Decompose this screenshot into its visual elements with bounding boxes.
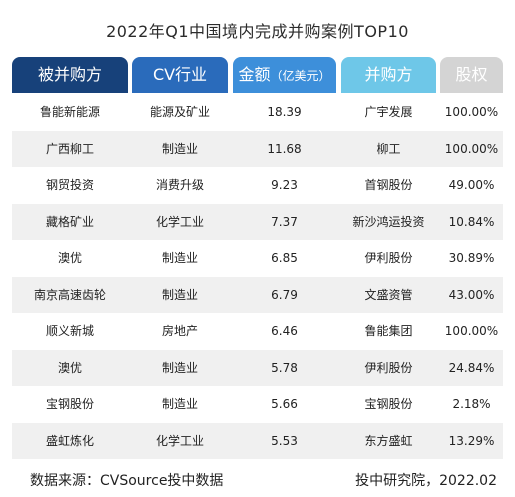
- table-header: 被并购方 CV行业 金额（亿美元） 并购方 股权: [12, 57, 503, 93]
- acquirer-cell: 东方盛虹: [364, 433, 413, 448]
- table-row: 顺义新城 房地产 6.46 鲁能集团 100.00%: [12, 313, 503, 350]
- industry-cell: 化学工业: [155, 433, 204, 448]
- amount-cell: 6.46: [271, 324, 298, 338]
- equity-cell: 100.00%: [444, 105, 499, 119]
- amount-cell: 5.66: [271, 397, 298, 411]
- amount-cell: 11.68: [267, 141, 302, 156]
- target-cell: 钢贸投资: [45, 178, 94, 192]
- industry-cell: 消费升级: [155, 178, 204, 192]
- amount-cell: 5.78: [271, 360, 298, 375]
- acquirer-cell: 鲁能集团: [364, 324, 413, 338]
- equity-cell: 2.18%: [452, 397, 491, 411]
- header-amount: 金额（亿美元）: [233, 57, 336, 93]
- equity-cell: 30.89%: [448, 251, 495, 265]
- table-row: 鲁能新能源 能源及矿业 18.39 广宇发展 100.00%: [12, 94, 503, 131]
- table-row: 广西柳工 制造业 11.68 柳工 100.00%: [12, 130, 503, 167]
- target-cell: 宝钢股份: [45, 397, 94, 411]
- publisher-credit: 投中研究院，2022.02: [355, 473, 497, 489]
- table-row: 盛虹炼化 化学工业 5.53 东方盛虹 13.29%: [12, 422, 503, 459]
- header-amount-unit: （亿美元）: [270, 69, 331, 83]
- target-cell: 鲁能新能源: [39, 105, 100, 119]
- header-industry: CV行业: [132, 57, 228, 93]
- header-amount-label: 金额: [238, 65, 271, 84]
- table-row: 藏格矿业 化学工业 7.37 新沙鸿运投资 10.84%: [12, 203, 503, 240]
- table-row: 钢贸投资 消费升级 9.23 首钢股份 49.00%: [12, 167, 503, 204]
- target-cell: 澳优: [57, 360, 82, 375]
- table-row: 南京高速齿轮 制造业 6.79 文盛资管 43.00%: [12, 276, 503, 313]
- equity-cell: 10.84%: [448, 214, 495, 229]
- header-equity-label: 股权: [455, 65, 488, 84]
- amount-cell: 5.53: [271, 433, 298, 448]
- equity-cell: 100.00%: [444, 141, 499, 156]
- industry-cell: 制造业: [161, 360, 198, 375]
- equity-cell: 24.84%: [448, 360, 495, 375]
- industry-cell: 制造业: [161, 251, 198, 265]
- industry-cell: 能源及矿业: [149, 105, 210, 119]
- target-cell: 南京高速齿轮: [33, 287, 106, 302]
- header-target-label: 被并购方: [37, 65, 102, 84]
- equity-cell: 43.00%: [448, 287, 495, 302]
- acquirer-cell: 柳工: [376, 141, 401, 156]
- acquirer-cell: 伊利股份: [364, 360, 413, 375]
- acquirer-cell: 新沙鸿运投资: [352, 214, 425, 229]
- page-title: 2022年Q1中国境内完成并购案例TOP10: [106, 22, 409, 41]
- acquirer-cell: 宝钢股份: [364, 397, 413, 411]
- header-acquirer-label: 并购方: [364, 65, 413, 84]
- data-source-note: 数据来源：CVSource投中数据: [30, 473, 224, 489]
- equity-cell: 13.29%: [448, 433, 495, 448]
- acquirer-cell: 伊利股份: [364, 251, 413, 265]
- industry-cell: 化学工业: [155, 214, 204, 229]
- table-row: 宝钢股份 制造业 5.66 宝钢股份 2.18%: [12, 386, 503, 423]
- target-cell: 澳优: [57, 251, 82, 265]
- header-target: 被并购方: [12, 57, 128, 93]
- header-industry-label: CV行业: [152, 65, 208, 84]
- acquirer-cell: 文盛资管: [364, 287, 413, 302]
- amount-cell: 18.39: [267, 105, 302, 119]
- amount-cell: 9.23: [271, 178, 298, 192]
- amount-cell: 6.85: [271, 251, 298, 265]
- header-equity: 股权: [440, 57, 503, 93]
- equity-cell: 49.00%: [448, 178, 495, 192]
- industry-cell: 制造业: [161, 141, 198, 156]
- industry-cell: 房地产: [161, 324, 198, 338]
- industry-cell: 制造业: [161, 397, 198, 411]
- header-acquirer: 并购方: [341, 57, 436, 93]
- industry-cell: 制造业: [161, 287, 198, 302]
- acquirer-cell: 首钢股份: [364, 178, 413, 192]
- amount-cell: 7.37: [271, 214, 298, 229]
- table-row: 澳优 制造业 5.78 伊利股份 24.84%: [12, 349, 503, 386]
- amount-cell: 6.79: [271, 287, 298, 302]
- equity-cell: 100.00%: [444, 324, 499, 338]
- acquirer-cell: 广宇发展: [364, 105, 413, 119]
- target-cell: 顺义新城: [45, 324, 94, 338]
- target-cell: 藏格矿业: [45, 214, 94, 229]
- table-row: 澳优 制造业 6.85 伊利股份 30.89%: [12, 240, 503, 277]
- table-body: 鲁能新能源 能源及矿业 18.39 广宇发展 100.00% 广西柳工 制造业 …: [12, 94, 503, 459]
- target-cell: 盛虹炼化: [45, 433, 94, 448]
- target-cell: 广西柳工: [45, 141, 94, 156]
